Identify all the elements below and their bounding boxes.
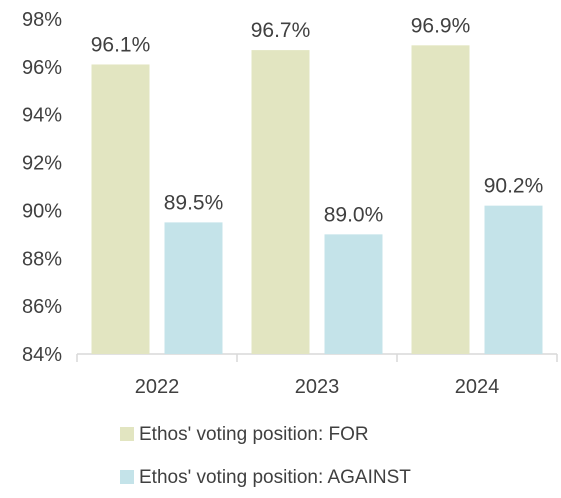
data-label: 96.9%: [411, 14, 471, 37]
bar-against-2024: [484, 205, 543, 354]
y-tick-label: 96%: [22, 57, 62, 79]
x-tick-label: 2024: [455, 376, 500, 398]
bar-against-2022: [164, 222, 223, 354]
legend-swatch: [120, 427, 134, 441]
bar-for-2024: [411, 45, 470, 354]
y-tick-label: 90%: [22, 200, 62, 222]
y-tick-label: 84%: [22, 344, 62, 366]
y-axis: 84% 86% 88% 90% 92% 94% 96% 98%: [22, 9, 62, 366]
y-tick-label: 92%: [22, 153, 62, 175]
data-label: 90.2%: [484, 175, 544, 198]
bars: 96.1% 96.7% 96.9% 89.5% 89.0% 90.2%: [91, 14, 544, 354]
y-tick-label: 98%: [22, 9, 62, 31]
legend-label: Ethos' voting position: AGAINST: [139, 467, 411, 488]
legend-swatch: [120, 470, 134, 484]
y-tick-label: 88%: [22, 248, 62, 270]
bar-against-2023: [324, 234, 383, 354]
legend: Ethos' voting position: FOR Ethos' voting…: [120, 424, 411, 488]
y-tick-label: 86%: [22, 296, 62, 318]
data-label: 89.5%: [164, 191, 224, 214]
bar-for-2023: [251, 50, 310, 354]
data-label: 96.7%: [251, 19, 311, 42]
bar-for-2022: [91, 64, 150, 354]
data-label: 89.0%: [324, 203, 384, 226]
y-tick-label: 94%: [22, 105, 62, 127]
data-label: 96.1%: [91, 33, 151, 56]
legend-label: Ethos' voting position: FOR: [139, 424, 369, 445]
x-tick-label: 2023: [295, 376, 340, 398]
x-tick-label: 2022: [135, 376, 180, 398]
x-axis: 2022 2023 2024: [76, 353, 558, 398]
